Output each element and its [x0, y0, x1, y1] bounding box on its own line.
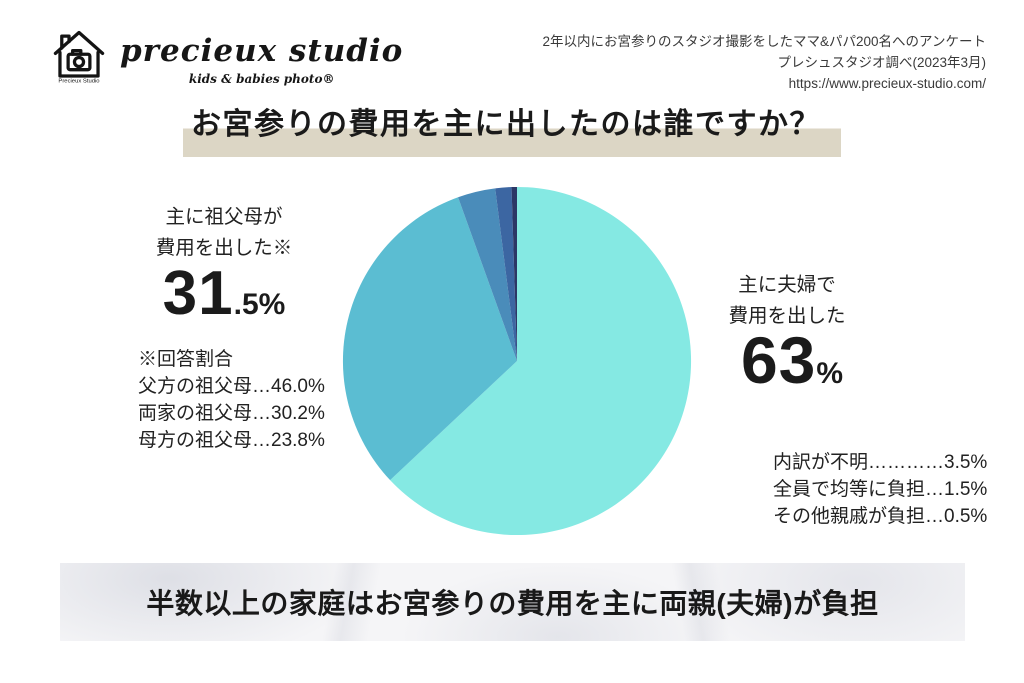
couple-label-line2: 費用を出した	[728, 304, 846, 327]
pie-chart	[340, 184, 694, 538]
grandparents-value: 31.5%	[112, 258, 336, 329]
minor-breakdown: 内訳が不明…………3.5% 全員で均等に負担…1.5% その他親戚が負担…0.5…	[773, 449, 987, 530]
couple-label-line1: 主に夫婦で	[738, 274, 836, 296]
grandparents-label-line2: 費用を出した※	[155, 236, 293, 259]
grandparents-label-line1: 主に祖父母が	[165, 206, 283, 228]
brand-tagline: kids & babies photo®	[188, 72, 335, 86]
minor-line: 全員で均等に負担…1.5%	[773, 479, 988, 501]
survey-source: 2年以内にお宮参りのスタジオ撮影をしたママ&パパ200名へのアンケート プレシュ…	[543, 32, 987, 95]
pie-slice-3	[495, 187, 517, 361]
pie-slice-1	[342, 197, 517, 481]
source-line-2: プレシュスタジオ調べ(2023年3月)	[777, 54, 986, 70]
pie-slice-4	[511, 186, 517, 361]
footer-conclusion: 半数以上の家庭はお宮参りの費用を主に両親(夫婦)が負担	[146, 588, 879, 619]
pie-chart-svg	[342, 186, 692, 536]
pie-slice-2	[458, 188, 517, 361]
breakdown-line: 両家の祖父母…30.2%	[138, 403, 325, 425]
breakdown-line: 母方の祖父母…23.8%	[138, 430, 325, 452]
grandparents-label: 主に祖父母が 費用を出した※	[112, 202, 336, 264]
minor-line: その他親戚が負担…0.5%	[773, 506, 988, 528]
breakdown-title: ※回答割合	[138, 349, 234, 370]
breakdown-line: 父方の祖父母…46.0%	[138, 376, 325, 398]
minor-line: 内訳が不明…………3.5%	[773, 452, 988, 473]
source-url: https://www.precieux-studio.com/	[788, 75, 986, 91]
brand-name: precieux studio	[120, 33, 404, 69]
grandparents-value-sub: .5%	[233, 288, 286, 321]
house-camera-icon: Precieux Studio	[53, 30, 105, 84]
logo: Precieux Studio precieux studio kids & b…	[50, 26, 403, 88]
logo-icon-caption: Precieux Studio	[58, 78, 100, 84]
title-row: お宮参りの費用を主に出したのは誰ですか？	[0, 104, 1024, 157]
couple-value: 63%	[702, 322, 882, 398]
grandparents-value-main: 31	[162, 259, 234, 328]
footer-banner: 半数以上の家庭はお宮参りの費用を主に両親(夫婦)が負担	[60, 563, 965, 641]
couple-value-sub: %	[816, 357, 844, 390]
couple-label: 主に夫婦で 費用を出した	[702, 270, 872, 332]
couple-value-main: 63	[740, 323, 817, 397]
source-line-1: 2年以内にお宮参りのスタジオ撮影をしたママ&パパ200名へのアンケート	[542, 34, 987, 49]
page-title: お宮参りの費用を主に出したのは誰ですか？	[183, 104, 841, 157]
pie-slice-0	[390, 186, 692, 536]
grandparents-breakdown: ※回答割合 父方の祖父母…46.0% 両家の祖父母…30.2% 母方の祖父母…2…	[138, 346, 325, 455]
